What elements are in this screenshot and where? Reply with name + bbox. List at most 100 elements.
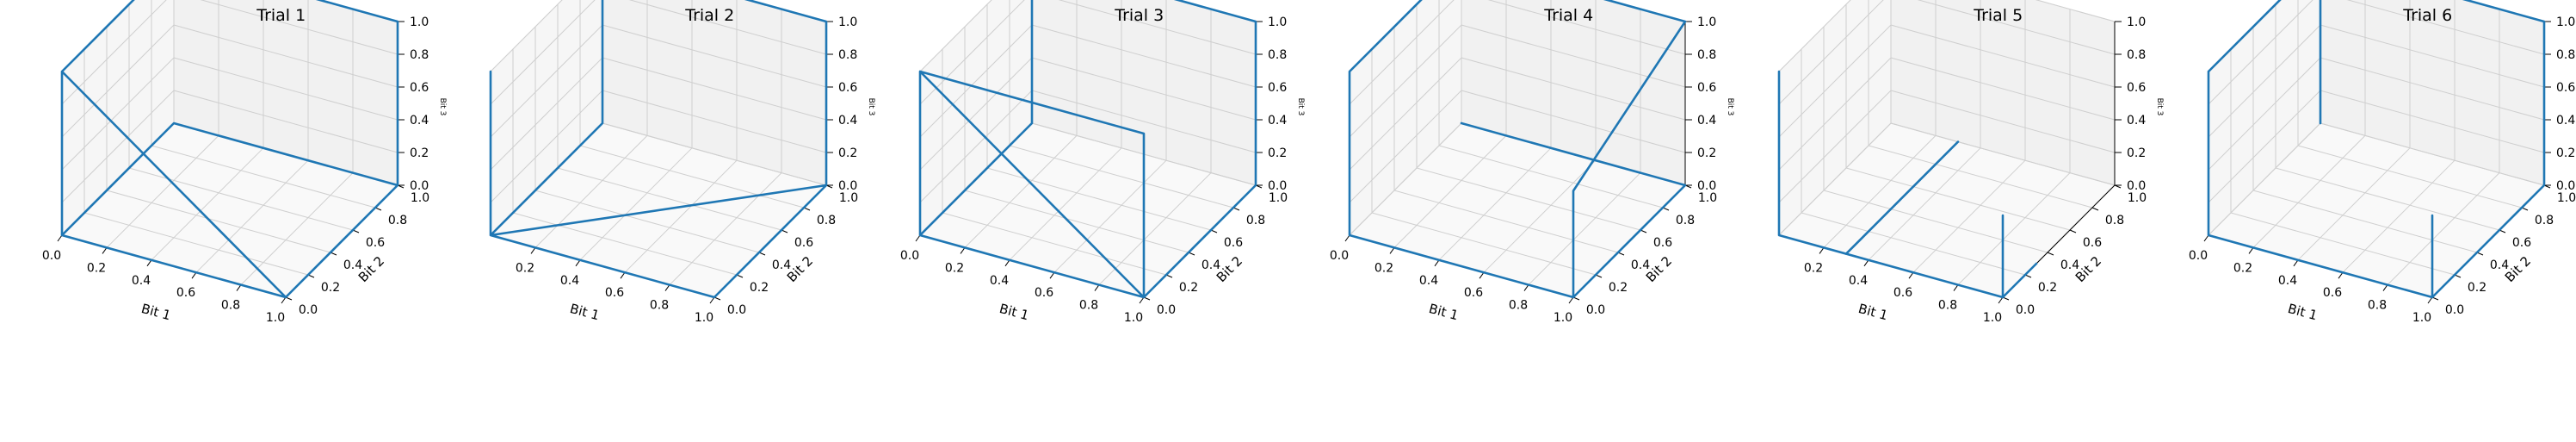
grid-line (1868, 145, 2093, 209)
grid-line (1438, 145, 1664, 209)
grid-line (1416, 167, 1641, 231)
x-tick-mark (1094, 284, 1100, 291)
grid-line (1845, 167, 2071, 231)
z-tick-label: 0.2 (410, 146, 429, 160)
trajectory-line (1777, 70, 2038, 299)
grid-line (1823, 135, 1937, 248)
x-tick-label: 0.8 (1079, 299, 1098, 313)
x-tick-mark (2293, 259, 2299, 267)
grid-line (2252, 190, 2478, 253)
grid-line (624, 159, 738, 273)
x-tick-label: 0.6 (176, 286, 195, 300)
x-tick-mark (1908, 271, 1914, 279)
z-axis-label: Bit 3 (1296, 98, 1305, 116)
x-tick-label: 0.2 (87, 261, 106, 275)
x-tick-label: 0.4 (990, 274, 1009, 288)
grid-line (1778, 90, 1892, 203)
grid-line (1778, 57, 1892, 171)
grid-line (1393, 190, 1619, 253)
chart-title: Trial 5 (1973, 6, 2023, 25)
x-tick-mark (620, 271, 626, 279)
x-tick-mark (1523, 284, 1529, 291)
grid-line (61, 0, 167, 105)
grid-line (1349, 122, 1462, 236)
x-tick-label: 0.8 (2368, 299, 2387, 313)
z-tick-label: 0.2 (838, 146, 857, 160)
grid-line (1957, 172, 2071, 285)
x-tick-label: 1.0 (1554, 311, 1572, 325)
z-tick-label: 0.0 (838, 179, 857, 193)
grid-line (1778, 0, 1851, 72)
grid-line (2297, 145, 2523, 209)
grid-line (1487, 0, 1686, 55)
grid-line (151, 147, 264, 261)
x-tick-label: 0.6 (2323, 286, 2342, 300)
grid-line (106, 190, 331, 253)
x-tick-mark (709, 296, 715, 304)
x-tick-mark (191, 271, 197, 279)
y-tick-label: 0.2 (321, 281, 340, 295)
x-tick-mark (1049, 271, 1055, 279)
grid-line (2346, 0, 2545, 55)
grid-line (1778, 0, 1884, 105)
grid-line (2208, 24, 2321, 138)
y-tick-label: 0.6 (366, 236, 385, 250)
z-tick-label: 0.8 (2127, 48, 2146, 62)
grid-line (2342, 159, 2456, 273)
y-tick-label: 1.0 (839, 191, 858, 205)
trajectory-line (918, 0, 1257, 299)
y-tick-label: 0.8 (2105, 214, 2124, 227)
grid-line (2387, 172, 2500, 285)
x-tick-label: 0.2 (945, 261, 964, 275)
y-tick-label: 0.6 (2083, 236, 2102, 250)
x-tick-mark (1344, 234, 1350, 242)
y-tick-label: 0.2 (1179, 281, 1198, 295)
z-axis-label: Bit 3 (867, 98, 875, 116)
y-tick-label: 0.6 (2512, 236, 2531, 250)
z-tick-label: 0.8 (1697, 48, 1716, 62)
x-tick-label: 0.2 (1804, 261, 1823, 275)
grid-line (83, 212, 309, 276)
y-tick-label: 1.0 (411, 191, 429, 205)
x-axis-label: Bit 1 (1427, 301, 1460, 323)
grid-line (61, 57, 175, 171)
z-tick-label: 0.4 (1268, 114, 1287, 128)
y-tick-label: 0.6 (1224, 236, 1243, 250)
z-tick-label: 1.0 (838, 16, 857, 29)
grid-line (2320, 90, 2545, 153)
y-tick-mark (2047, 252, 2054, 256)
x-tick-mark (1139, 296, 1145, 304)
grid-line (1917, 0, 2116, 55)
y-tick-label: 1.0 (1698, 191, 1717, 205)
grid-line (490, 90, 603, 203)
z-tick-label: 1.0 (2556, 16, 2575, 29)
x-axis-label: Bit 1 (998, 301, 1030, 323)
y-tick-label: 0.4 (1631, 258, 1650, 272)
grid-line (602, 57, 827, 121)
grid-line (1371, 212, 1597, 276)
grid-line (1801, 212, 2026, 276)
grid-line (602, 24, 827, 88)
grid-line (2320, 122, 2545, 186)
grid-line (534, 190, 760, 253)
z-tick-label: 0.2 (1268, 146, 1287, 160)
x-axis-label: Bit 1 (2286, 301, 2319, 323)
y-tick-label: 0.8 (388, 214, 407, 227)
grid-line (1393, 135, 1507, 248)
x-tick-mark (1004, 259, 1010, 267)
y-tick-label: 1.0 (2128, 191, 2147, 205)
grid-line (557, 167, 782, 231)
y-tick-label: 0.4 (772, 258, 791, 272)
trajectory-line (60, 0, 399, 299)
z-tick-label: 0.2 (1697, 146, 1716, 160)
z-tick-label: 0.2 (2127, 146, 2146, 160)
grid-line (964, 135, 1078, 248)
z-tick-label: 0.2 (2556, 146, 2575, 160)
x-tick-label: 1.0 (695, 311, 713, 325)
grid-line (602, 122, 827, 186)
grid-line (2320, 24, 2545, 88)
x-tick-label: 0.0 (1330, 249, 1349, 263)
